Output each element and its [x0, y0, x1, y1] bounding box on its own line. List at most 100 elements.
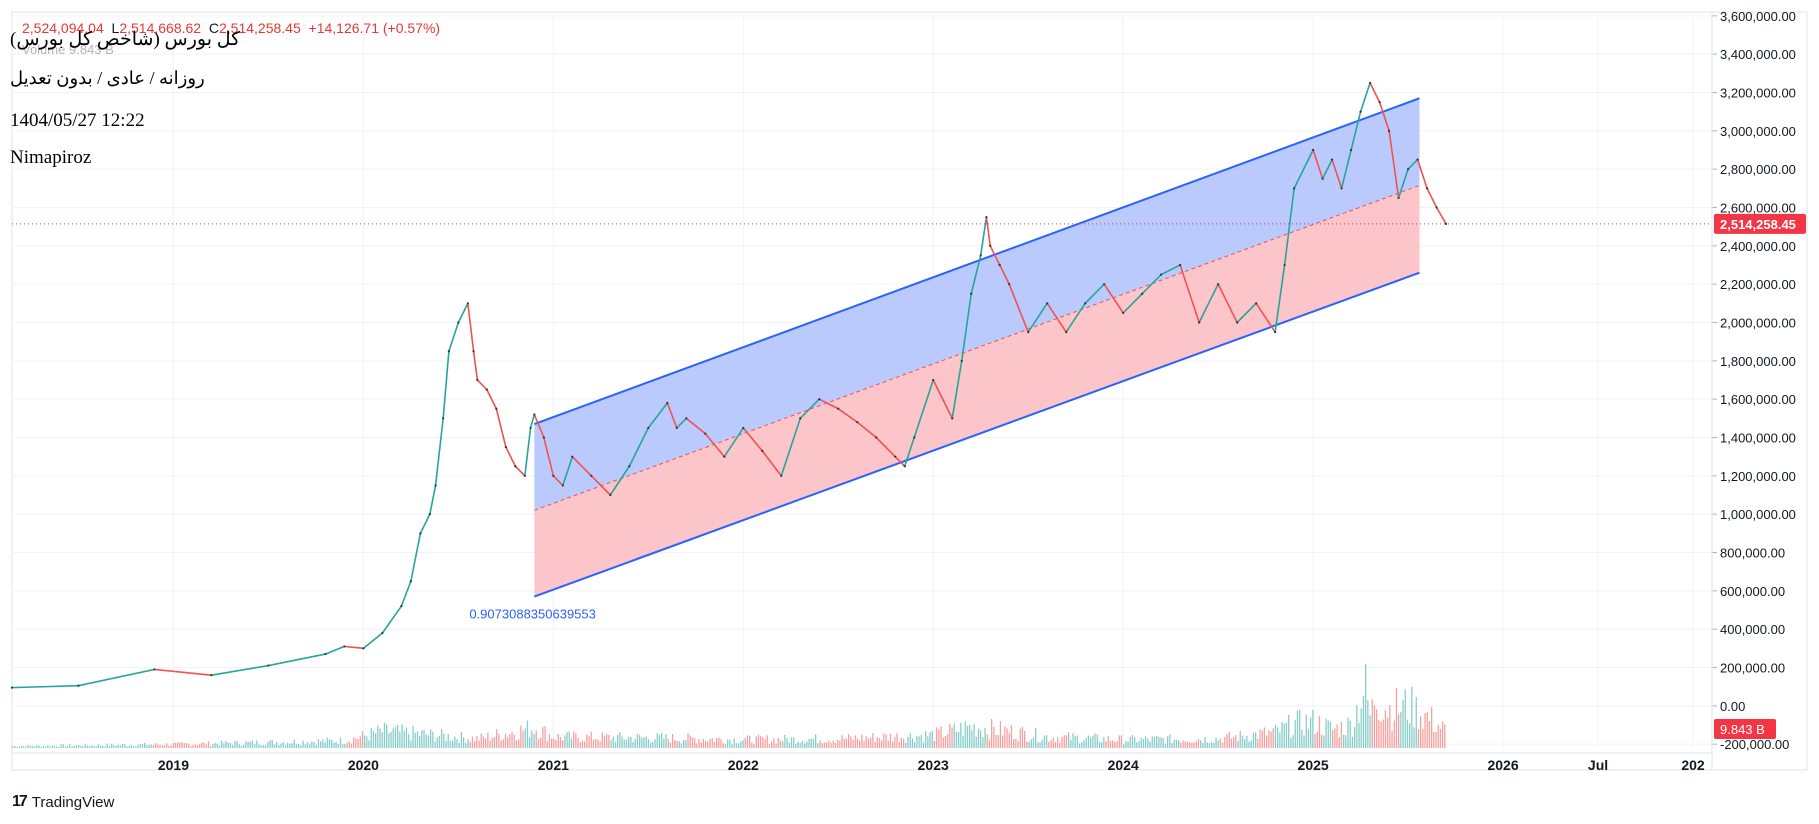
- price-point: [951, 417, 954, 420]
- volume-bar: [909, 732, 911, 748]
- volume-bar: [795, 743, 797, 748]
- volume-bar: [962, 735, 964, 748]
- volume-bar: [1079, 743, 1081, 748]
- volume-bar: [1059, 742, 1061, 748]
- volume-label: Volume: [22, 42, 66, 57]
- volume-bar: [595, 739, 597, 748]
- volume-bar: [53, 745, 56, 748]
- volume-bar: [740, 741, 742, 748]
- volume-bar: [878, 738, 881, 748]
- volume-bar: [229, 743, 232, 748]
- x-tick-label: 2024: [1108, 757, 1139, 773]
- volume-bar: [1391, 730, 1393, 748]
- volume-bar: [502, 739, 504, 748]
- price-point: [799, 417, 802, 420]
- volume-badge-label: 9.843 B: [1720, 722, 1765, 737]
- volume-bar: [1068, 732, 1070, 748]
- volume-bar: [75, 745, 78, 748]
- volume-bar: [289, 743, 291, 748]
- volume-bar: [412, 725, 414, 748]
- volume-bar: [1303, 735, 1305, 748]
- tradingview-logo[interactable]: 17 TradingView: [12, 793, 114, 811]
- y-tick-label: 1,600,000.00: [1720, 392, 1796, 407]
- volume-bar: [1406, 719, 1409, 748]
- volume-bar: [64, 746, 67, 748]
- volume-bar: [172, 743, 174, 748]
- regression-channel[interactable]: 0.9073088350639553: [469, 97, 1420, 622]
- volume-bar: [1387, 717, 1389, 748]
- volume-bar: [661, 733, 663, 748]
- volume-bar: [1299, 710, 1301, 748]
- volume-bar: [810, 738, 812, 748]
- volume-bar: [859, 740, 861, 748]
- volume-bar: [350, 743, 353, 748]
- volume-bar: [537, 739, 540, 748]
- volume-bar: [1393, 720, 1395, 748]
- volume-bar: [300, 745, 302, 748]
- volume-bar: [1384, 710, 1387, 748]
- y-tick-label: 1,800,000.00: [1720, 354, 1796, 369]
- price-point: [1312, 148, 1315, 152]
- price-point: [153, 668, 156, 671]
- volume-bar: [744, 738, 746, 748]
- x-axis[interactable]: 2019 2020 2021 2022 2023 2024 2025 2026 Jul 202: [12, 752, 1712, 773]
- low-value: 2,514,668.62: [119, 20, 202, 36]
- price-point: [913, 436, 916, 439]
- volume-bar: [854, 735, 856, 748]
- y-axis[interactable]: 3,600,000.00 3,400,000.00 3,200,000.00 3,00…: [1711, 9, 1796, 770]
- volume-bar: [949, 723, 951, 748]
- volume-bar: [425, 734, 427, 748]
- volume-bar: [108, 745, 111, 748]
- price-segment: [1084, 283, 1105, 304]
- volume-bar: [1263, 727, 1266, 748]
- volume-bar: [988, 739, 991, 748]
- volume-bar: [689, 735, 691, 748]
- volume-bar: [489, 740, 491, 748]
- price-point: [979, 254, 982, 257]
- price-segment: [780, 418, 802, 477]
- volume-bar: [1378, 720, 1380, 748]
- volume-bar: [687, 733, 689, 748]
- volume-bar: [1257, 738, 1259, 748]
- volume-bar: [29, 745, 31, 748]
- price-point: [647, 426, 650, 430]
- volume-bar: [267, 742, 269, 748]
- y-tick-label: 2,000,000.00: [1720, 316, 1796, 331]
- volume-bar: [705, 740, 707, 748]
- volume-bar: [665, 734, 667, 748]
- volume-bar: [815, 734, 817, 748]
- volume-bar: [1024, 730, 1026, 748]
- volume-bar: [1131, 734, 1134, 748]
- volume-bar: [1189, 742, 1191, 748]
- volume-bar: [509, 734, 511, 748]
- volume-bar: [786, 738, 788, 748]
- volume-bar: [808, 739, 810, 748]
- volume-bar: [331, 739, 333, 748]
- volume-bar: [603, 735, 606, 748]
- volume-bar: [722, 743, 724, 748]
- volume-bar: [254, 744, 256, 748]
- price-point: [409, 580, 412, 583]
- volume-bar: [179, 742, 181, 748]
- volume-bar: [113, 745, 115, 748]
- volume-bar: [478, 740, 480, 748]
- volume-bar: [553, 738, 555, 748]
- price-segment: [1321, 159, 1333, 180]
- volume-bar: [632, 742, 634, 748]
- volume-bar: [474, 741, 476, 748]
- volume-bar: [1345, 735, 1347, 748]
- price-segment: [1255, 302, 1276, 333]
- volume-bar: [1202, 742, 1204, 748]
- price-segment: [400, 580, 412, 607]
- price-segment: [856, 421, 877, 439]
- volume-bar: [1277, 727, 1279, 748]
- volume-bar: [1338, 737, 1340, 748]
- volume-bar: [757, 734, 760, 748]
- volume-bar: [397, 725, 399, 748]
- volume-bar: [467, 739, 469, 748]
- volume-bar: [1222, 742, 1224, 748]
- price-point: [210, 674, 213, 677]
- volume-bar: [95, 746, 97, 748]
- volume-bar: [1125, 741, 1127, 748]
